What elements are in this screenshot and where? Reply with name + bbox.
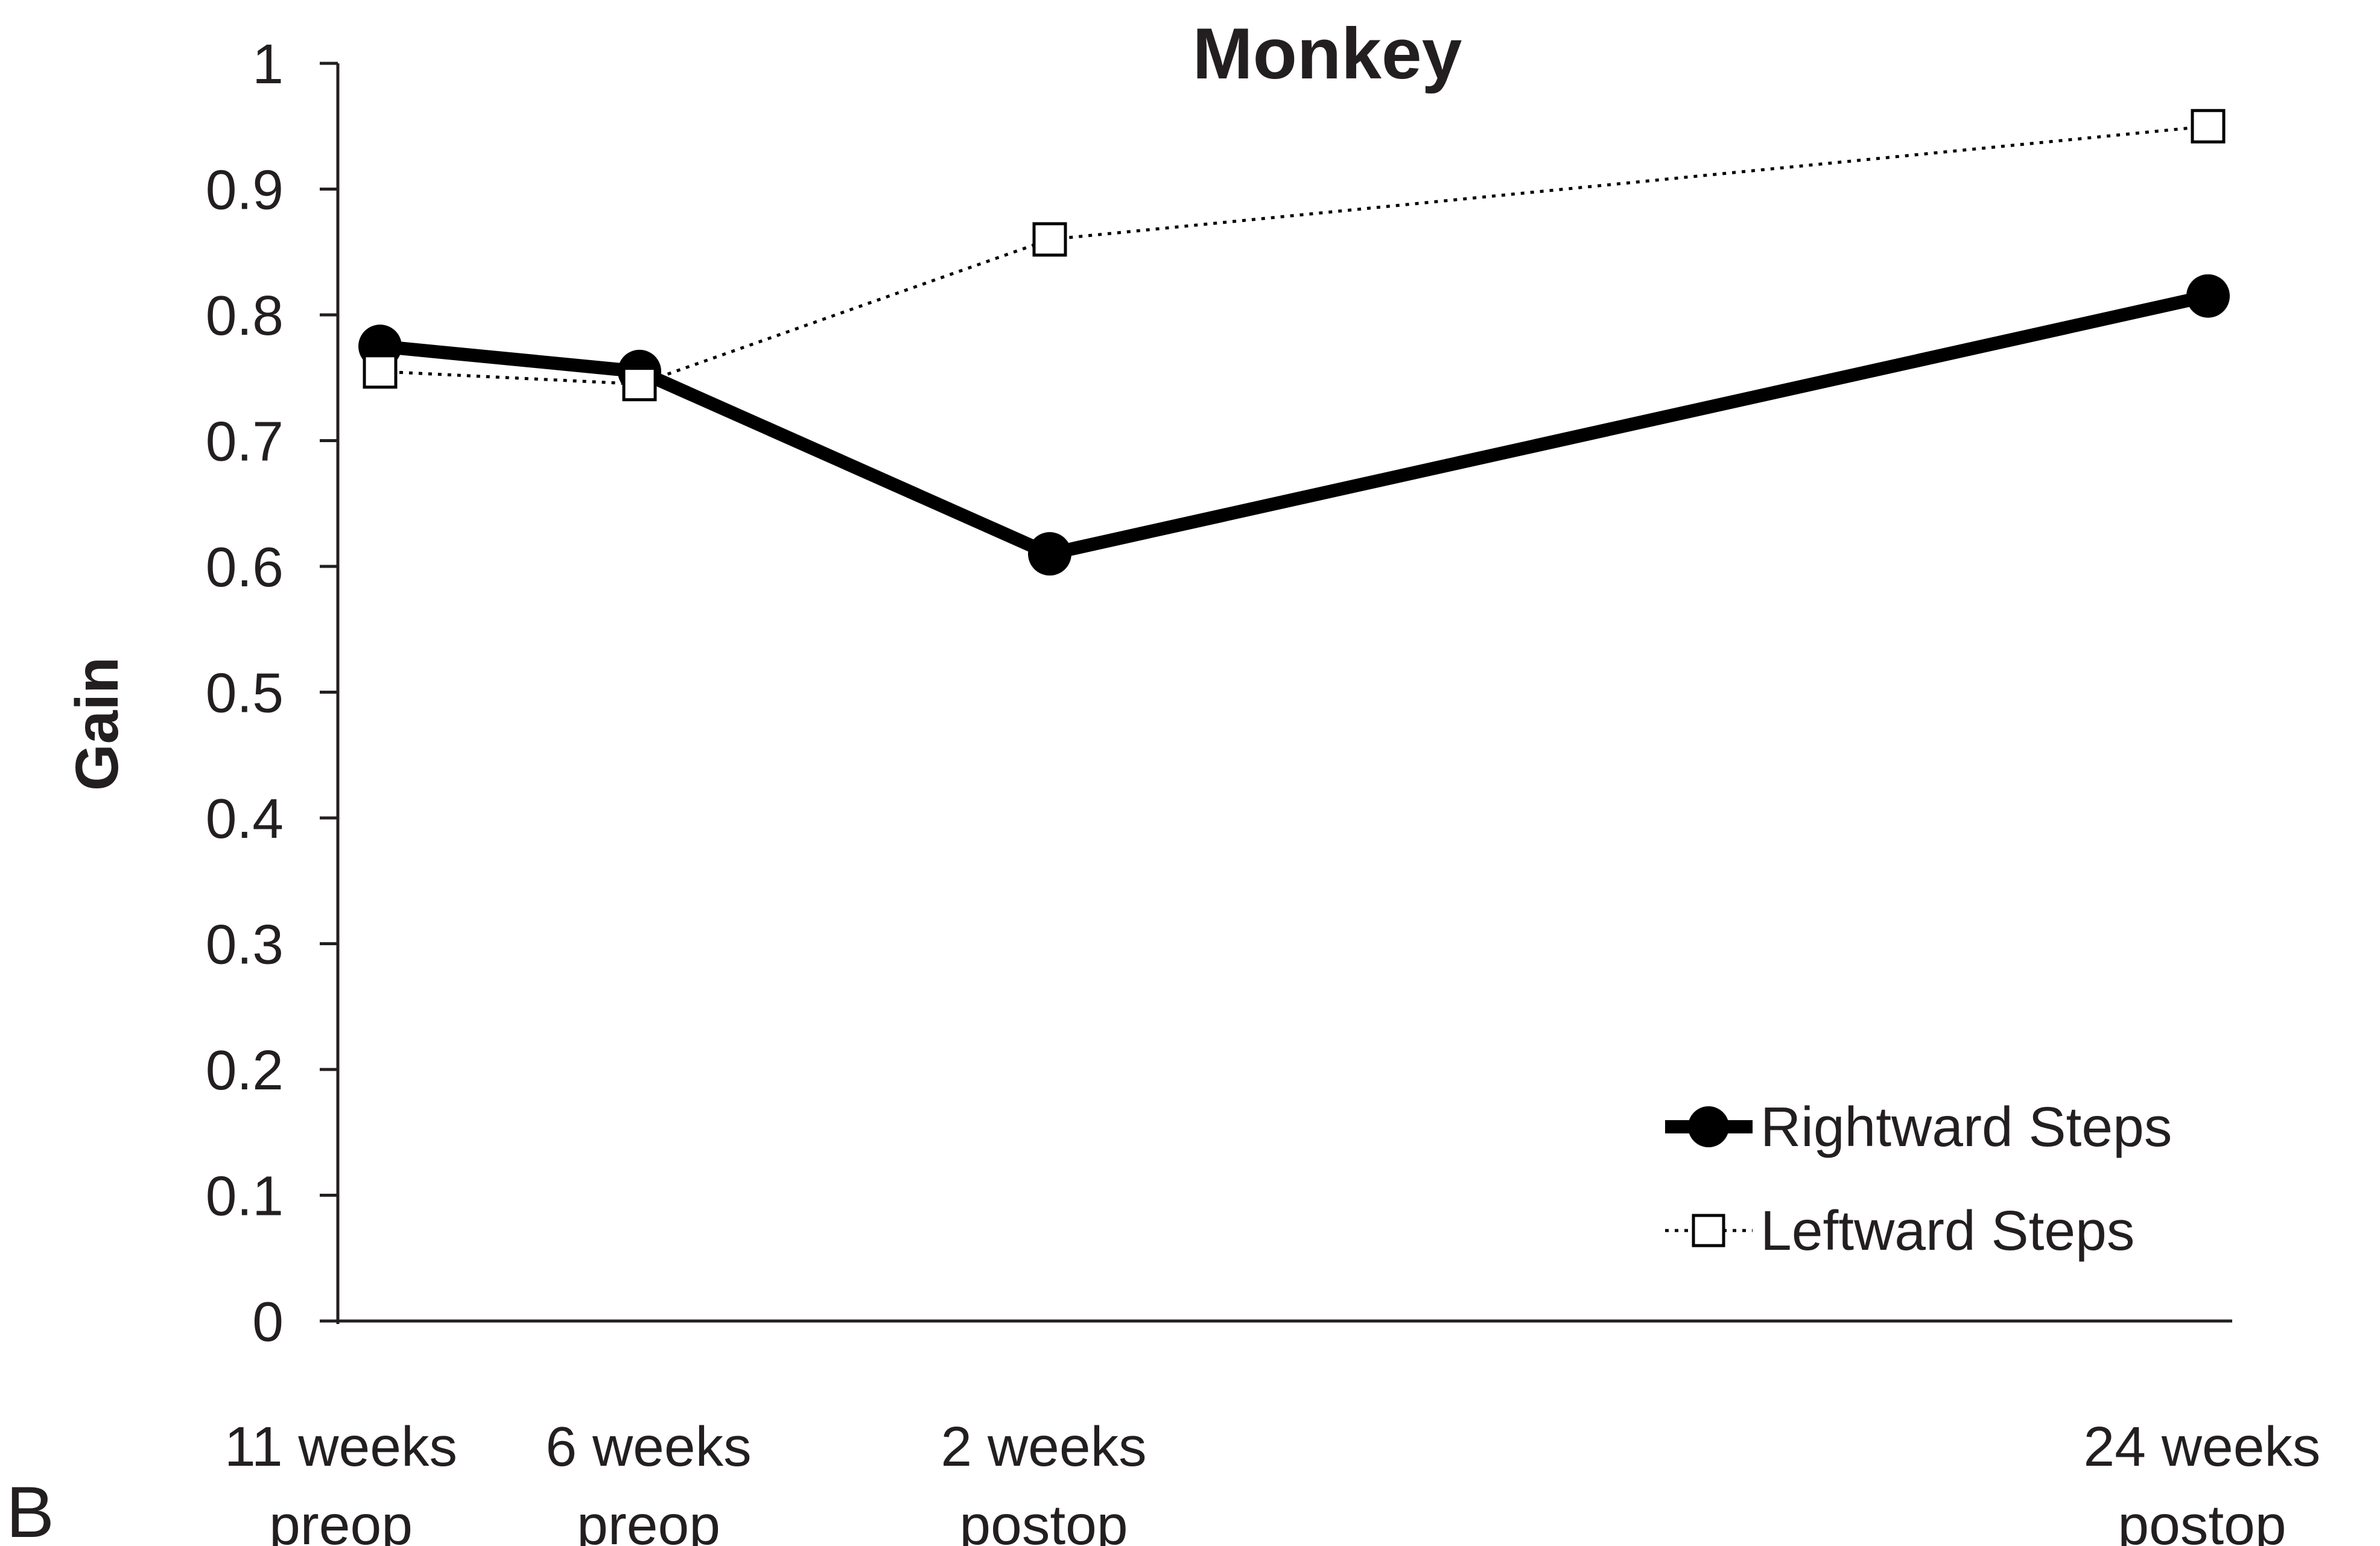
y-tick-label: 0.8: [206, 284, 284, 347]
x-tick-labels: 11 weeks preop 6 weeks preop 2 weeks postop 24…: [224, 1415, 2320, 1546]
y-ticks: 0 0.1 0.2 0.3 0.4 0.5 0.6 0.7 0.8 0.9 1: [206, 33, 338, 1353]
y-tick-label: 0.6: [206, 536, 284, 598]
legend-label-rightward: Rightward Steps: [1760, 1095, 2172, 1158]
y-tick-label: 0.9: [206, 159, 284, 221]
chart-title: Monkey: [1193, 13, 1462, 94]
legend-item-rightward: Rightward Steps: [1665, 1095, 2172, 1158]
point-leftward: [622, 367, 657, 402]
legend: Rightward Steps Leftward Steps: [1665, 1095, 2172, 1262]
series-line-leftward: [379, 124, 2209, 386]
series-layer: [358, 109, 2230, 576]
y-tick-label: 0.7: [206, 410, 284, 473]
legend-marker-leftward: [1692, 1214, 1725, 1247]
y-tick-label: 1: [252, 33, 284, 95]
y-tick-label: 0.1: [206, 1165, 284, 1228]
x-tick-label: 24 weeks postop: [2084, 1415, 2321, 1546]
point-leftward: [2191, 109, 2226, 144]
point-rightward: [1028, 532, 1071, 576]
point-leftward: [1032, 222, 1067, 257]
y-tick-label: 0.2: [206, 1039, 284, 1101]
y-tick-label: 0.4: [206, 787, 284, 850]
point-leftward: [363, 354, 398, 389]
x-tick-label: 2 weeks postop: [941, 1415, 1146, 1546]
y-tick-label: 0.3: [206, 913, 284, 976]
legend-item-leftward: Leftward Steps: [1665, 1199, 2134, 1262]
panel-label: B: [6, 1472, 54, 1546]
y-axis-label: Gain: [63, 657, 131, 791]
y-tick-label: 0: [252, 1290, 284, 1353]
legend-label-leftward: Leftward Steps: [1760, 1199, 2134, 1262]
x-tick-label: 6 weeks preop: [545, 1415, 751, 1546]
y-tick-label: 0.5: [206, 662, 284, 724]
point-rightward: [2186, 274, 2230, 318]
x-tick-label: 11 weeks preop: [224, 1415, 457, 1546]
series-line-rightward: [379, 289, 2210, 561]
legend-marker-rightward: [1688, 1106, 1729, 1147]
